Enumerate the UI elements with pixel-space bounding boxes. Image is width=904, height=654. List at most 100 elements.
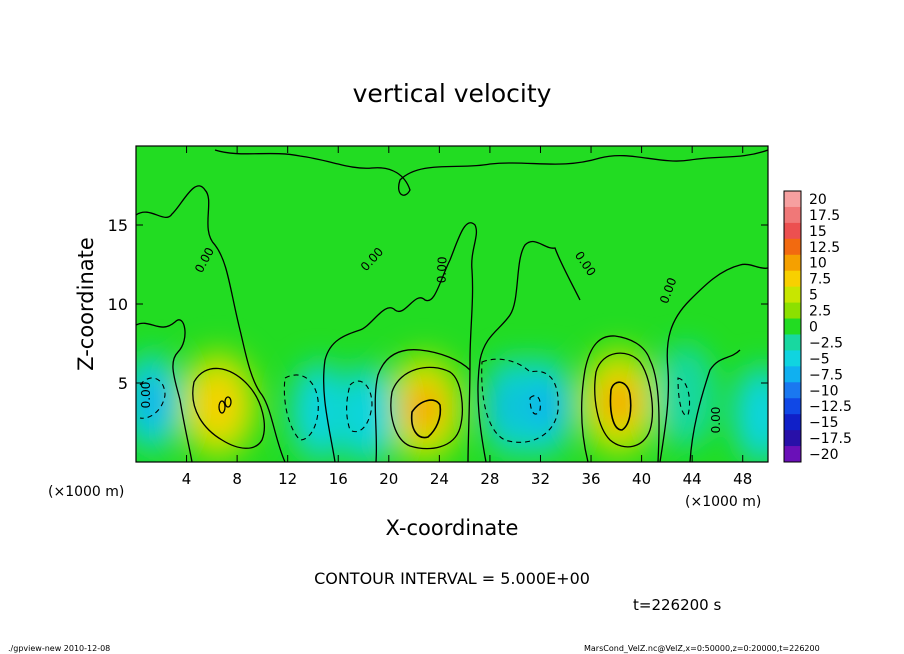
x-tick-label: 12 [278,470,297,488]
contour-line [659,263,768,462]
x-tick-label: 28 [480,470,499,488]
colorbar-cell [784,382,801,399]
contour-interval-text: CONTOUR INTERVAL = 5.000E+00 [314,569,590,588]
y-tick-label: 15 [108,216,128,235]
colorbar-cell [784,318,801,335]
colorbar-cell [784,398,801,415]
x-tick-label: 4 [182,470,192,488]
colorbar-cell [784,366,801,383]
colorbar-label: −20 [809,447,839,463]
colorbar-cell [784,238,801,256]
colorbar-label: −5 [809,351,830,367]
contour-line [322,222,478,462]
colorbar-label: 7.5 [809,272,831,288]
contour-line [609,381,632,431]
x-tick-label: 16 [329,470,348,488]
y-tick-label: 10 [108,295,128,314]
x-tick-label: 36 [581,470,600,488]
colorbar-cell [784,254,801,272]
contour-line [481,358,559,443]
colorbar-cell [784,430,801,447]
y-axis: 5 10 15 [108,216,768,393]
contour-line [139,377,166,419]
downdraft-region [655,343,716,448]
plot-area: 0.00 0.00 0.00 0.000.000.000.00 [136,146,768,462]
updraft-region [196,375,240,436]
contour-line [136,185,286,462]
colorbar-label: 17.5 [809,208,840,224]
colorbar-cell [784,191,801,208]
colorbar-label: 10 [809,256,827,272]
colorbar-label: −15 [809,415,839,431]
x-axis: 4 8 12 16 20 24 28 32 36 40 44 48 [182,146,752,488]
field-blobs [136,343,768,462]
colorbar-cell [784,414,801,431]
contour-line [218,400,226,414]
downdraft-region [297,374,341,449]
downdraft-region [344,377,388,453]
colorbar: 2017.51512.5107.552.50−2.5−5−7.5−10−12.5… [783,190,852,463]
contour-line [136,319,193,462]
colorbar-label: −10 [809,383,839,399]
contour-line [529,395,541,415]
y-tick-label: 5 [118,374,128,393]
footer-left: ./gpview-new 2010-12-08 [8,644,110,653]
colorbar-cell [784,334,801,351]
colorbar-label: 20 [809,192,827,208]
downdraft-region [136,375,167,429]
colorbar-cell [784,350,801,367]
x-unit-right: (×1000 m) [685,494,761,510]
contour-label: 0.00 [709,407,723,434]
x-tick-label: 44 [683,470,702,488]
contour-line [594,352,653,448]
x-tick-label: 20 [379,470,398,488]
y-axis-label: Z-coordinate [74,237,98,371]
negative-contours [139,358,691,443]
x-tick-label: 40 [632,470,651,488]
colorbar-label: 12.5 [809,240,840,256]
x-tick-label: 8 [232,470,242,488]
colorbar-cell [784,206,801,224]
chart-title: vertical velocity [353,79,552,108]
contour-line [374,349,471,462]
contour-line [580,335,660,462]
contour-label: 0.00 [139,382,153,409]
x-tick-label: 48 [733,470,752,488]
x-tick-label: 24 [430,470,449,488]
colorbar-frame [783,190,802,463]
updraft-region [408,386,440,430]
colorbar-cell [784,270,801,288]
downdraft-region [527,379,559,434]
contour-label: 0.00 [435,256,450,283]
colorbar-label: −12.5 [809,399,852,415]
x-axis-label: X-coordinate [386,516,519,540]
colorbar-cell [784,446,801,463]
footer-right: MarsCond_VelZ.nc@VelZ,x=0:50000,z=0:2000… [584,644,820,653]
colorbar-cell [784,302,801,320]
colorbar-label: 5 [809,288,818,304]
contour-line [346,380,373,433]
colorbar-label: 15 [809,224,827,240]
colorbar-label: −7.5 [809,367,843,383]
x-unit-left: (×1000 m) [48,484,124,500]
contour-line [214,149,768,196]
x-tick-label: 32 [531,470,550,488]
colorbar-label: 0 [809,320,818,336]
contour-line [410,399,442,439]
colorbar-label: −2.5 [809,335,843,351]
colorbar-cell [784,286,801,304]
contour-line [689,349,741,462]
time-text: t=226200 s [633,596,721,614]
colorbar-label: −17.5 [809,431,852,447]
contour-line [224,396,232,408]
contour-line [283,374,319,441]
contour-line [390,366,463,450]
zero-contours [136,149,768,462]
downdraft-region [740,377,768,453]
contour-line [677,377,691,416]
contour-line [192,367,265,449]
colorbar-label: 2.5 [809,304,831,320]
contour-line [477,240,581,462]
colorbar-cell [784,222,801,240]
